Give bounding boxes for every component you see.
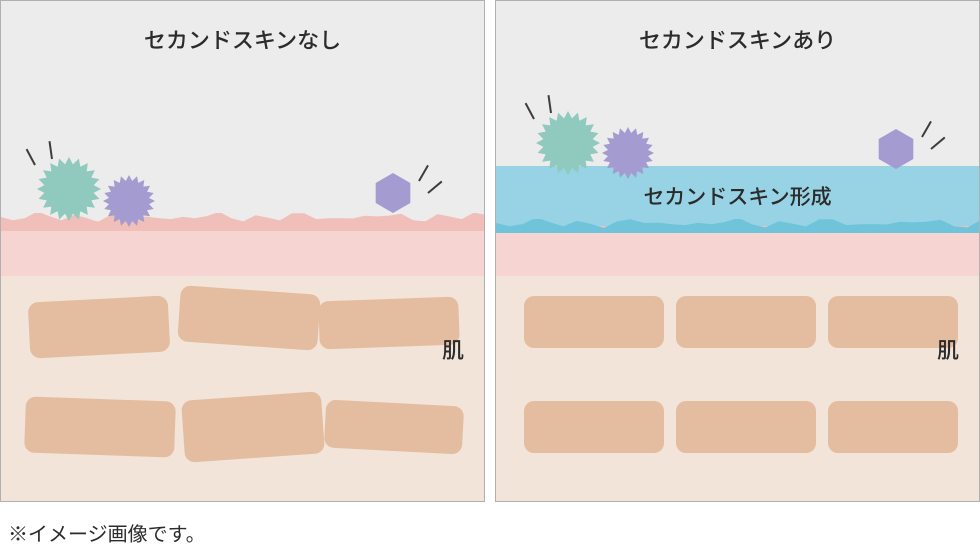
skin-cell bbox=[318, 297, 460, 350]
skin-cell bbox=[676, 401, 816, 453]
skin-cell bbox=[24, 396, 176, 457]
footnote-text: ※イメージ画像です。 bbox=[8, 518, 206, 547]
panel-title: セカンドスキンあり bbox=[496, 23, 979, 55]
panel-title: セカンドスキンなし bbox=[1, 23, 484, 55]
skin-cell bbox=[828, 401, 958, 453]
skin-cell bbox=[177, 285, 321, 351]
panel-with: セカンドスキン形成セカンドスキンあり肌 bbox=[495, 0, 980, 502]
panels-container: セカンドスキンなし肌セカンドスキン形成セカンドスキンあり肌 bbox=[0, 0, 980, 502]
second-skin-bottom-edge bbox=[496, 219, 980, 233]
second-skin-label: セカンドスキン形成 bbox=[496, 181, 979, 211]
skin-cell bbox=[524, 296, 664, 348]
skin-label: 肌 bbox=[442, 333, 464, 365]
skin-label: 肌 bbox=[937, 333, 959, 365]
panel-without: セカンドスキンなし肌 bbox=[0, 0, 485, 502]
skin-cell bbox=[181, 391, 325, 463]
skin-cell bbox=[324, 399, 464, 454]
skin-cell bbox=[524, 401, 664, 453]
skin-cell bbox=[676, 296, 816, 348]
skin-cell bbox=[28, 295, 171, 358]
